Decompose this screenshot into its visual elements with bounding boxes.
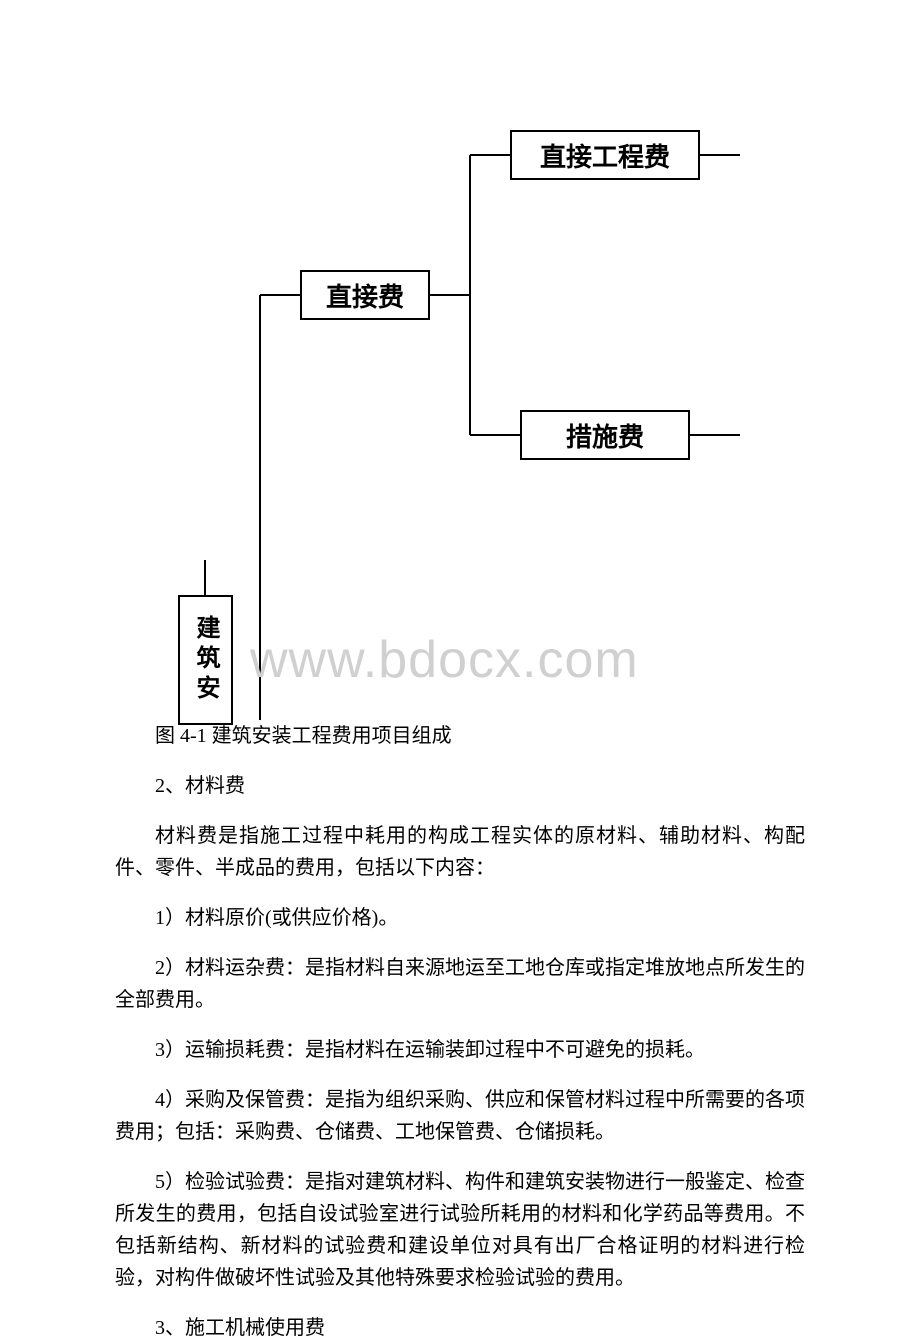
box-direct-fee: 直接费 [300, 270, 430, 320]
box-direct-project-fee: 直接工程费 [510, 130, 700, 180]
box-construction: 建筑安 [178, 595, 233, 725]
box-label: 直接费 [326, 277, 404, 314]
list-item-1: 1）材料原价(或供应价格)。 [115, 902, 805, 934]
diagram-area: 直接工程费 直接费 措施费 建筑安 www.bdocx.com [0, 0, 920, 720]
document-text: 图 4-1 建筑安装工程费用项目组成 2、材料费 材料费是指施工过程中耗用的构成… [0, 720, 920, 1344]
box-measure-fee: 措施费 [520, 410, 690, 460]
list-item-4: 4）采购及保管费：是指为组织采购、供应和保管材料过程中所需要的各项费用；包括：采… [115, 1084, 805, 1148]
list-item-3: 3）运输损耗费：是指材料在运输装卸过程中不可避免的损耗。 [115, 1034, 805, 1066]
list-item-5: 5）检验试验费：是指对建筑材料、构件和建筑安装物进行一般鉴定、检查所发生的费用，… [115, 1166, 805, 1294]
list-item-2: 2）材料运杂费：是指材料自来源地运至工地仓库或指定堆放地点所发生的全部费用。 [115, 952, 805, 1016]
box-label: 直接工程费 [540, 137, 670, 174]
diagram-connectors [0, 0, 920, 720]
section-2-intro: 材料费是指施工过程中耗用的构成工程实体的原材料、辅助材料、构配件、零件、半成品的… [115, 820, 805, 884]
box-label: 建筑安 [188, 615, 223, 705]
section-2-heading: 2、材料费 [115, 770, 805, 802]
box-label: 措施费 [566, 417, 644, 454]
section-3-heading: 3、施工机械使用费 [115, 1312, 805, 1344]
